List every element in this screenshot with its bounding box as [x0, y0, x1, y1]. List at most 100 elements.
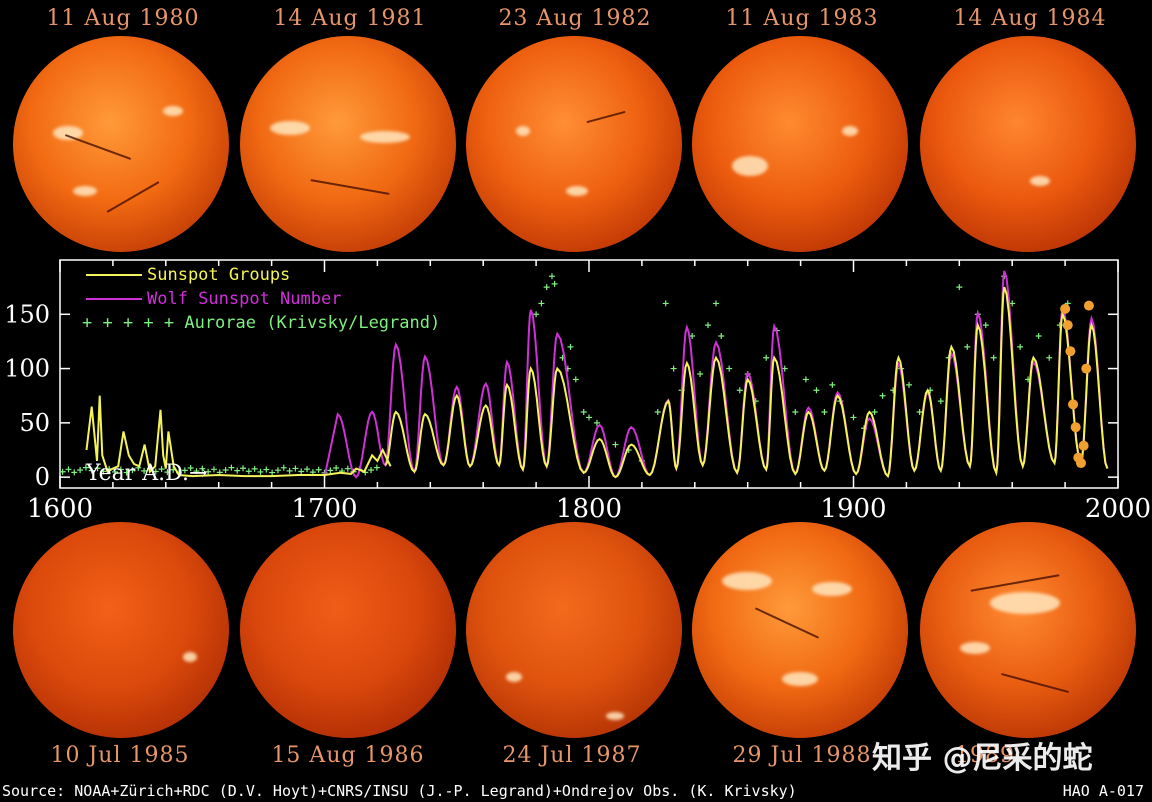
- aurora-point: [222, 466, 229, 473]
- figure-id: HAO A-017: [1062, 782, 1144, 800]
- aurora-point: [813, 387, 820, 394]
- aurora-point: [100, 468, 107, 475]
- aurora-point: [705, 322, 712, 329]
- aurora-point: [327, 467, 334, 474]
- aurora-point: [240, 465, 247, 472]
- aurora-point: [802, 376, 809, 383]
- aurora-point: [257, 468, 264, 475]
- aurora-point: [1009, 300, 1016, 307]
- y-tick-label: 150: [4, 300, 50, 328]
- aurora-point: [612, 441, 619, 448]
- sun-image-1983: [692, 36, 908, 252]
- aurora-point: [228, 464, 235, 471]
- recent-sunspot-point: [1075, 458, 1086, 469]
- sun-image-1981: [240, 36, 456, 252]
- aurora-point: [280, 464, 287, 471]
- sun-image-1987: [466, 522, 682, 738]
- aurora-point: [286, 467, 293, 474]
- top-date-label-4: 11 Aug 1983: [725, 6, 879, 31]
- aurora-point: [850, 414, 857, 421]
- recent-sunspot-point: [1083, 300, 1094, 311]
- aurora-point: [670, 365, 677, 372]
- aurora-point: [654, 409, 661, 415]
- aurora-point: [373, 464, 380, 471]
- aurora-point: [879, 392, 886, 399]
- aurora-point: [543, 284, 550, 291]
- recent-sunspot-point: [1070, 422, 1081, 433]
- sun-image-1982: [466, 36, 682, 252]
- aurora-point: [112, 468, 119, 475]
- sun-image-1988: [692, 522, 908, 738]
- aurora-point: [956, 284, 963, 291]
- aurora-point: [586, 414, 592, 421]
- aurora-point: [567, 343, 574, 350]
- sun-image-1989: [920, 522, 1136, 738]
- aurora-point: [193, 468, 200, 475]
- aurora-point: [315, 466, 322, 473]
- aurora-point: [123, 469, 130, 476]
- aurora-point: [164, 469, 171, 476]
- aurora-point: [77, 466, 84, 473]
- sun-image-1986: [240, 522, 456, 738]
- aurora-point: [538, 300, 545, 307]
- sun-image-1980: [13, 36, 229, 252]
- aurora-point: [274, 467, 281, 474]
- aurora-point: [990, 354, 997, 361]
- aurora-point: [292, 465, 299, 472]
- aurora-point: [548, 273, 555, 280]
- aurora-point: [245, 468, 252, 475]
- legend-label-wolf_number: Wolf Sunspot Number: [147, 289, 341, 309]
- recent-sunspot-point: [1062, 320, 1073, 331]
- recent-sunspot-point: [1060, 303, 1071, 314]
- x-tick-label: 2000: [1085, 494, 1151, 524]
- top-date-label-1: 11 Aug 1980: [46, 6, 200, 31]
- aurora-point: [251, 465, 258, 472]
- aurora-point: [763, 354, 770, 361]
- aurora-point: [129, 467, 136, 474]
- aurora-point: [158, 466, 165, 473]
- aurora-point: [792, 409, 799, 415]
- aurora-point: [234, 467, 241, 474]
- aurora-point: [1046, 354, 1053, 361]
- aurora-point: [88, 467, 95, 474]
- x-tick-label: 1700: [291, 494, 357, 524]
- aurora-point: [368, 466, 375, 473]
- legend-label-aurorae: + + + + + Aurorae (Krivsky/Legrand): [82, 313, 440, 333]
- aurora-point: [712, 300, 719, 307]
- legend-label-sunspot_groups: Sunspot Groups: [147, 265, 290, 285]
- aurora-point: [210, 466, 217, 473]
- y-tick-label: 50: [19, 409, 50, 437]
- aurora-point: [344, 465, 351, 472]
- aurora-point: [871, 409, 878, 415]
- sunspot-groups-series: [384, 286, 1109, 479]
- aurora-point: [205, 468, 212, 475]
- aurora-point: [593, 419, 600, 426]
- bottom-date-label-2: 15 Aug 1986: [271, 743, 425, 768]
- aurora-point: [269, 469, 276, 476]
- aurora-point: [551, 280, 558, 287]
- aurora-point: [662, 300, 669, 307]
- sun-image-1984: [920, 36, 1136, 252]
- recent-sunspot-point: [1078, 440, 1089, 451]
- aurora-point: [71, 469, 78, 476]
- top-date-label-2: 14 Aug 1981: [273, 6, 427, 31]
- aurora-point: [964, 343, 971, 350]
- aurora-point: [181, 467, 188, 474]
- y-tick-label: 100: [4, 355, 50, 383]
- aurora-point: [117, 466, 124, 473]
- bottom-date-label-4: 29 Jul 1988: [732, 743, 872, 768]
- y-tick-label: 0: [35, 463, 50, 491]
- recent-sunspot-point: [1065, 346, 1076, 357]
- top-date-label-5: 14 Aug 1984: [953, 6, 1107, 31]
- aurora-point: [298, 468, 305, 475]
- aurora-point: [152, 468, 159, 475]
- aurora-point: [333, 465, 340, 472]
- aurora-point: [533, 311, 540, 318]
- aurora-point: [263, 466, 270, 473]
- aurora-point: [304, 466, 311, 473]
- aurora-point: [697, 371, 704, 377]
- aurora-point: [736, 387, 743, 394]
- source-credit: Source: NOAA+Zürich+RDC (D.V. Hoyt)+CNRS…: [2, 782, 797, 800]
- aurora-point: [937, 398, 944, 405]
- top-date-label-3: 23 Aug 1982: [498, 6, 652, 31]
